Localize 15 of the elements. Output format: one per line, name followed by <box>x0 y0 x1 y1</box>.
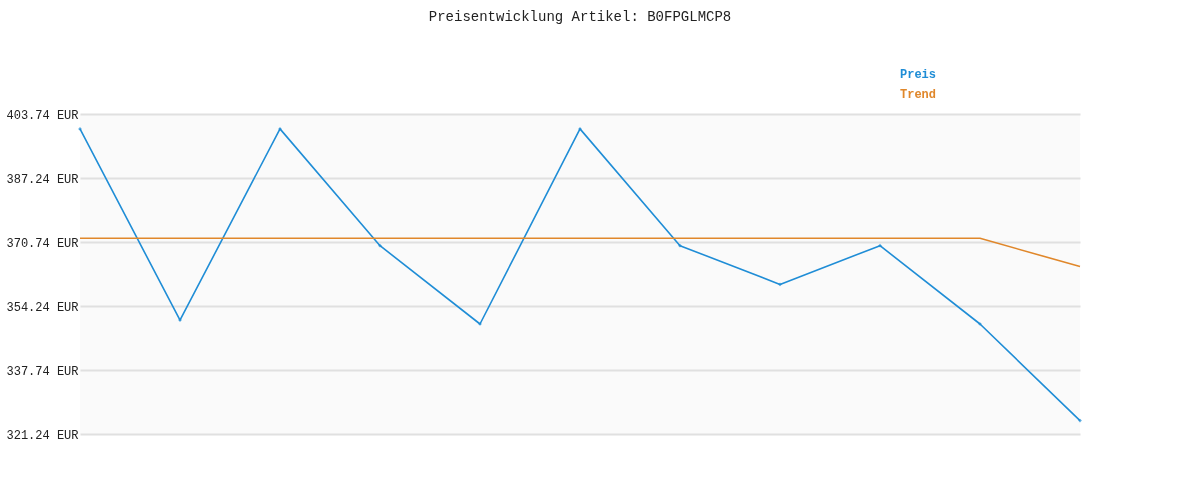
y-tick-label: 387.24 EUR <box>6 172 79 187</box>
point <box>378 243 382 248</box>
point <box>778 282 782 287</box>
line-series <box>78 127 1082 423</box>
text: Preis <box>900 68 937 82</box>
point <box>678 243 682 248</box>
text: Trend <box>900 88 937 102</box>
point <box>878 243 882 248</box>
y-tick-label: 321.24 EUR <box>6 428 79 443</box>
y-tick-label: 337.74 EUR <box>6 364 79 379</box>
y-tick-label: 370.74 EUR <box>6 236 79 251</box>
y-tick-label: 354.24 EUR <box>6 300 79 315</box>
point <box>1078 418 1082 423</box>
y-tick-label: 403.74 EUR <box>6 108 79 123</box>
chart-title: Preisentwicklung Artikel: B0FPGLMCP8 <box>428 9 732 25</box>
